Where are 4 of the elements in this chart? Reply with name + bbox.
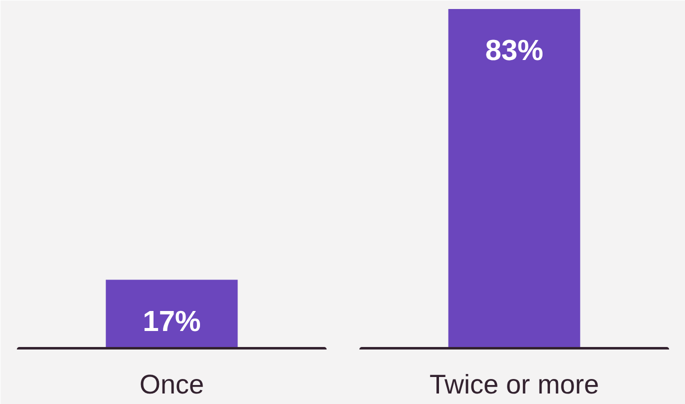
x-tick-label: Twice or more xyxy=(429,370,600,400)
data-label: 83% xyxy=(485,35,544,68)
x-tick-label: Once xyxy=(139,370,204,400)
data-label: 17% xyxy=(142,306,201,338)
